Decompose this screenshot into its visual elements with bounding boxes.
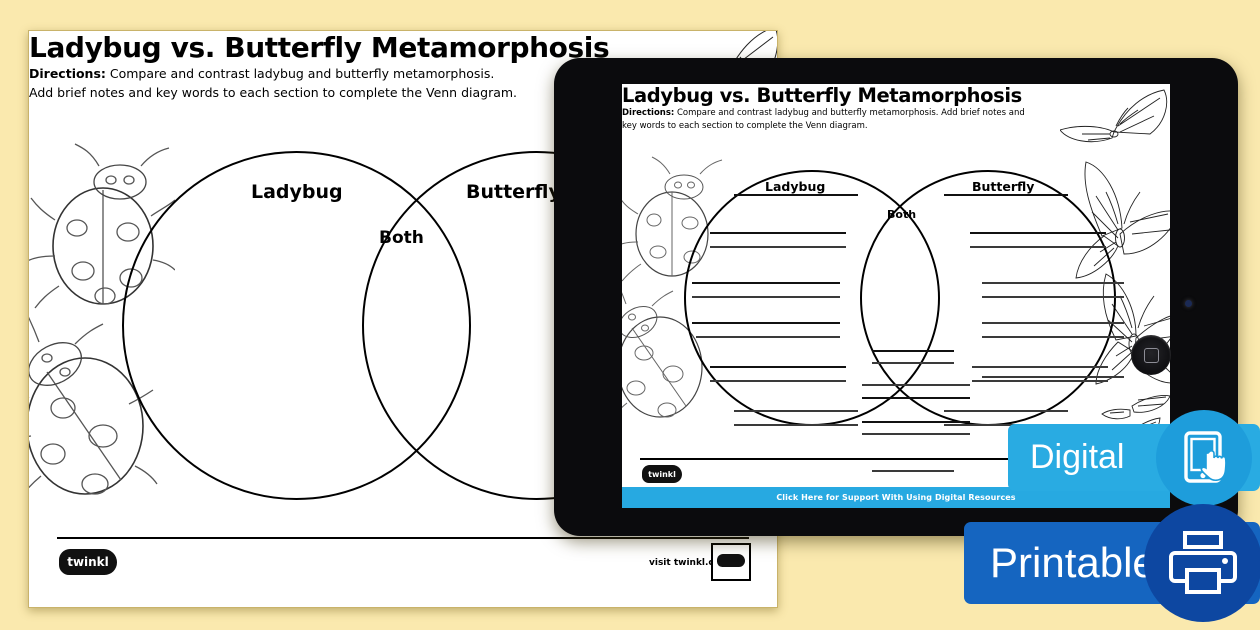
worksheet-writing-line	[872, 362, 954, 364]
support-banner-label: Click Here for Support With Using Digita…	[776, 493, 1016, 502]
worksheet-writing-line	[692, 282, 840, 284]
tablet-venn-label-ladybug: Ladybug	[765, 179, 826, 194]
worksheet-writing-line	[692, 296, 840, 298]
worksheet-writing-line	[862, 397, 970, 399]
twinkl-resource-badge	[711, 543, 751, 581]
tablet-worksheet-title: Ladybug vs. Butterfly Metamorphosis	[622, 84, 1022, 107]
worksheet-writing-line	[692, 322, 840, 324]
twinkl-logo-text: twinkl	[67, 555, 109, 569]
worksheet-writing-line	[982, 376, 1124, 378]
worksheet-writing-line	[970, 232, 1106, 234]
worksheet-writing-line	[862, 421, 970, 423]
tablet-camera-icon	[1185, 300, 1192, 307]
worksheet-writing-line	[982, 296, 1124, 298]
worksheet-title: Ladybug vs. Butterfly Metamorphosis	[29, 31, 610, 64]
worksheet-writing-line	[862, 433, 970, 435]
printable-badge-label: Printable	[990, 539, 1156, 586]
venn-label-butterfly: Butterfly	[466, 181, 561, 203]
twinkl-logo: twinkl	[59, 549, 117, 575]
worksheet-writing-line	[734, 424, 858, 426]
worksheet-writing-line	[710, 380, 846, 382]
digital-badge-icon-circle[interactable]	[1156, 410, 1252, 506]
digital-support-banner[interactable]: Click Here for Support With Using Digita…	[622, 487, 1170, 508]
worksheet-writing-line	[972, 366, 1108, 368]
worksheet-writing-line	[734, 194, 858, 196]
tablet-venn-diagram: Ladybug Butterfly Both	[622, 84, 1170, 508]
worksheet-writing-line	[734, 410, 858, 412]
tablet-directions-text: Compare and contrast ladybug and butterf…	[622, 108, 1025, 131]
directions-text: Compare and contrast ladybug and butterf…	[29, 66, 518, 100]
worksheet-writing-line	[696, 336, 840, 338]
twinkl-badge-logo	[717, 553, 745, 567]
worksheet-directions: Directions: Compare and contrast ladybug…	[29, 64, 519, 102]
tablet-hand-icon	[1184, 431, 1227, 483]
worksheet-writing-line	[872, 470, 954, 472]
worksheet-writing-line	[944, 194, 1068, 196]
home-square-icon	[1143, 347, 1159, 363]
worksheet-writing-line	[982, 322, 1124, 324]
tablet-directions-label: Directions:	[622, 108, 675, 118]
tablet-twinkl-logo-text: twinkl	[648, 469, 676, 479]
tablet-worksheet-directions: Directions: Compare and contrast ladybug…	[622, 107, 1042, 133]
printer-icon	[1169, 531, 1237, 594]
worksheet-footer-rule	[57, 537, 749, 539]
worksheet-writing-line	[982, 282, 1124, 284]
tablet-twinkl-logo: twinkl	[642, 465, 682, 483]
visit-twinkl-text: visit twinkl.com	[649, 558, 730, 568]
venn-label-both: Both	[379, 228, 424, 248]
worksheet-writing-line	[710, 232, 846, 234]
printable-badge-icon-circle[interactable]	[1144, 504, 1260, 622]
tablet-home-button[interactable]	[1131, 335, 1171, 375]
tablet-footer-rule	[640, 458, 1152, 460]
worksheet-writing-line	[982, 336, 1124, 338]
worksheet-writing-line	[710, 246, 846, 248]
worksheet-writing-line	[944, 410, 1068, 412]
worksheet-writing-line	[972, 380, 1108, 382]
digital-badge-label: Digital	[1030, 438, 1125, 476]
tablet-venn-label-both: Both	[887, 208, 917, 221]
worksheet-writing-line	[862, 384, 970, 386]
worksheet-writing-line	[710, 366, 846, 368]
venn-label-ladybug: Ladybug	[251, 181, 343, 203]
tablet-venn-label-butterfly: Butterfly	[972, 179, 1035, 194]
worksheet-writing-line	[944, 424, 1068, 426]
directions-label: Directions:	[29, 66, 106, 81]
worksheet-writing-line	[872, 350, 954, 352]
worksheet-writing-line	[970, 246, 1106, 248]
